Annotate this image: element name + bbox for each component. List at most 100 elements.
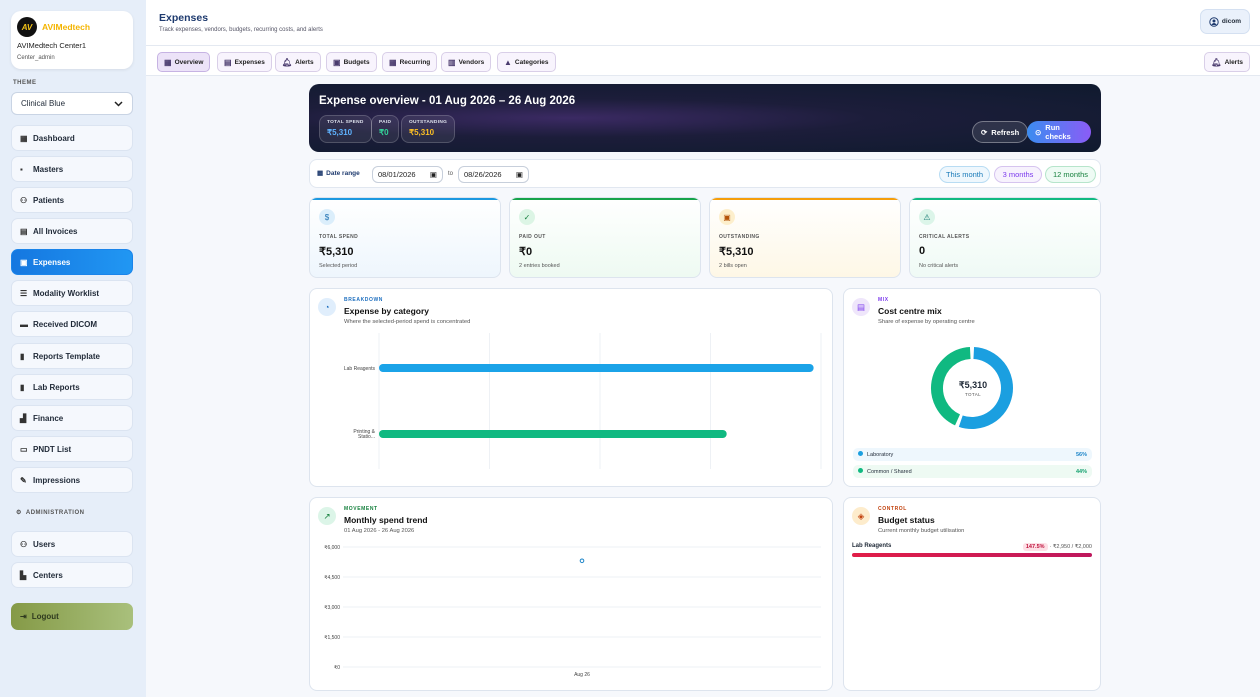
theme-label: THEME <box>13 80 37 86</box>
tab-overview[interactable]: ▦ Overview <box>157 52 211 72</box>
flask-icon: ▮ <box>20 382 25 392</box>
sidebar-item-dashboard[interactable]: ▦ Dashboard <box>11 125 133 151</box>
category-tick-label: Lab Reagents <box>344 366 376 372</box>
logout-icon: ⇥ <box>20 612 27 621</box>
wallet-icon: ▣ <box>719 209 735 225</box>
sidebar-item-label: PNDT List <box>33 444 72 454</box>
three-months-button[interactable]: 3 months <box>994 166 1042 183</box>
group-icon: ⚇ <box>20 539 28 549</box>
user-role: Center_admin <box>17 55 55 61</box>
bell-icon: 🔔︎ <box>282 57 293 67</box>
budget-status-card: ◈ CONTROL Budget status Current monthly … <box>843 497 1101 691</box>
tab-categories[interactable]: ▲ Categories <box>497 52 556 72</box>
trend-up-icon: ↗ <box>318 507 336 525</box>
budget-amounts: · ₹2,950 / ₹2,000 <box>1049 544 1092 550</box>
sidebar-item-lab-reports[interactable]: ▮ Lab Reports <box>11 374 133 400</box>
inbox-icon: ▬ <box>20 319 28 329</box>
category-bar-chart: Lab Reagents Printing &Statio... <box>344 333 822 469</box>
sidebar-item-received-dicom[interactable]: ▬ Received DICOM <box>11 311 133 337</box>
page-title: Expenses <box>159 12 209 24</box>
building-icon: ▙ <box>20 570 27 580</box>
y-tick-label: ₹1,500 <box>324 635 340 641</box>
theme-select[interactable]: Clinical Blue <box>11 92 133 115</box>
sidebar-item-expenses[interactable]: ▣ Expenses <box>11 249 133 275</box>
folder-icon: ▭ <box>20 444 28 454</box>
date-from-input[interactable]: 08/01/2026 ▣ <box>372 166 443 183</box>
card-subtitle: Where the selected-period spend is conce… <box>344 319 471 325</box>
store-icon: ▥ <box>448 57 456 67</box>
dollar-icon: $ <box>319 209 335 225</box>
run-checks-button[interactable]: ⊙ Run checks <box>1027 121 1091 143</box>
wallet-icon: ▣ <box>333 57 341 67</box>
card-subtitle: Share of expense by operating centre <box>878 319 975 325</box>
trend-point <box>579 558 585 564</box>
this-month-button[interactable]: This month <box>939 166 990 183</box>
legend-row-common-shared: Common / Shared 44% <box>853 465 1092 478</box>
sidebar: AV AVIMedtech AVIMedtech Center1 Center_… <box>0 0 146 697</box>
card-kicker: MIX <box>878 297 889 303</box>
receipt-icon: ▤ <box>20 226 28 236</box>
paid-pill: PAID ₹0 <box>371 115 400 143</box>
card-kicker: CONTROL <box>878 506 907 512</box>
card-kicker: MOVEMENT <box>344 506 378 512</box>
sidebar-item-reports-template[interactable]: ▮ Reports Template <box>11 343 133 369</box>
grid-icon: ▦ <box>164 57 172 67</box>
sidebar-item-label: Masters <box>33 164 64 174</box>
calendar-icon: ▣ <box>515 170 523 179</box>
category-tick-label: Printing & <box>353 429 375 435</box>
sidebar-item-label: Users <box>33 539 56 549</box>
sidebar-item-impressions[interactable]: ✎ Impressions <box>11 467 133 493</box>
twelve-months-button[interactable]: 12 months <box>1045 166 1096 183</box>
admin-section-label: ⚙ ADMINISTRATION <box>16 510 85 516</box>
tab-expenses[interactable]: ▤ Expenses <box>217 52 272 72</box>
monthly-spend-trend-card: ↗ MOVEMENT Monthly spend trend 01 Aug 20… <box>309 497 833 691</box>
sidebar-item-all-invoices[interactable]: ▤ All Invoices <box>11 218 133 244</box>
donut-total-label: TOTAL <box>964 392 982 397</box>
y-tick-label: ₹0 <box>334 665 340 671</box>
calendar-icon: ▦ <box>389 57 397 67</box>
budget-pct-badge: 147.5% <box>1022 543 1048 551</box>
stat-card-outstanding: ▣ OUTSTANDING ₹5,310 2 bills open <box>709 197 901 278</box>
sidebar-item-label: All Invoices <box>33 226 78 236</box>
sidebar-item-users[interactable]: ⚇ Users <box>11 531 133 557</box>
refresh-button[interactable]: ⟳ Refresh <box>972 121 1029 143</box>
total-spend-pill: TOTAL SPEND ₹5,310 <box>319 115 372 143</box>
sidebar-item-finance[interactable]: ▟ Finance <box>11 405 133 431</box>
check-icon: ✓ <box>519 209 535 225</box>
outstanding-pill: OUTSTANDING ₹5,310 <box>401 115 456 143</box>
brand-card: AV AVIMedtech AVIMedtech Center1 Center_… <box>11 11 133 69</box>
sidebar-item-label: Modality Worklist <box>33 288 100 298</box>
alerts-button[interactable]: 🔔︎ Alerts <box>1204 52 1250 72</box>
card-title: Budget status <box>878 515 935 525</box>
user-menu-button[interactable]: dicom <box>1200 9 1250 34</box>
stat-card-critical-alerts: ⚠ CRITICAL ALERTS 0 No critical alerts <box>909 197 1101 278</box>
donut-slice <box>931 347 971 426</box>
tab-budgets[interactable]: ▣ Budgets <box>326 52 377 72</box>
sidebar-item-patients[interactable]: ⚇ Patients <box>11 187 133 213</box>
budget-progress-bar <box>852 553 1092 557</box>
card-title: Monthly spend trend <box>344 515 428 525</box>
card-subtitle: 01 Aug 2026 - 26 Aug 2026 <box>344 528 415 534</box>
cost-centre-mix-card: ▤ MIX Cost centre mix Share of expense b… <box>843 288 1101 487</box>
username: dicom <box>1221 18 1242 25</box>
x-tick-label: Aug 26 <box>574 672 590 678</box>
sidebar-item-centers[interactable]: ▙ Centers <box>11 562 133 588</box>
tab-recurring[interactable]: ▦ Recurring <box>382 52 438 72</box>
sidebar-item-modality-worklist[interactable]: ☰ Modality Worklist <box>11 280 133 306</box>
expense-by-category-card: ◔ BREAKDOWN Expense by category Where th… <box>309 288 833 487</box>
users-icon: ⚇ <box>20 195 28 205</box>
header: Expenses Track expenses, vendors, budget… <box>146 0 1260 46</box>
tab-alerts[interactable]: 🔔︎ Alerts <box>275 52 321 72</box>
main-content: Expenses Track expenses, vendors, budget… <box>146 0 1260 697</box>
refresh-icon: ⟳ <box>981 127 988 137</box>
sidebar-item-masters[interactable]: ▪ Masters <box>11 156 133 182</box>
monthly-trend-chart: ₹0 ₹1,500 ₹3,000 ₹4,500 ₹6,000 Aug 26 <box>324 545 821 678</box>
theme-value: Clinical Blue <box>21 99 66 108</box>
date-range-bar: ▦ Date range 08/01/2026 ▣ to 08/26/2026 ▣ T… <box>309 159 1101 188</box>
stat-card-paid-out: ✓ PAID OUT ₹0 2 entries booked <box>509 197 701 278</box>
tab-vendors[interactable]: ▥ Vendors <box>441 52 492 72</box>
logout-button[interactable]: ⇥ Logout <box>11 603 133 630</box>
sidebar-item-pndt-list[interactable]: ▭ PNDT List <box>11 436 133 462</box>
budget-row-values: 147.5% · ₹2,950 / ₹2,000 <box>1022 543 1092 551</box>
date-to-input[interactable]: 08/26/2026 ▣ <box>458 166 529 183</box>
